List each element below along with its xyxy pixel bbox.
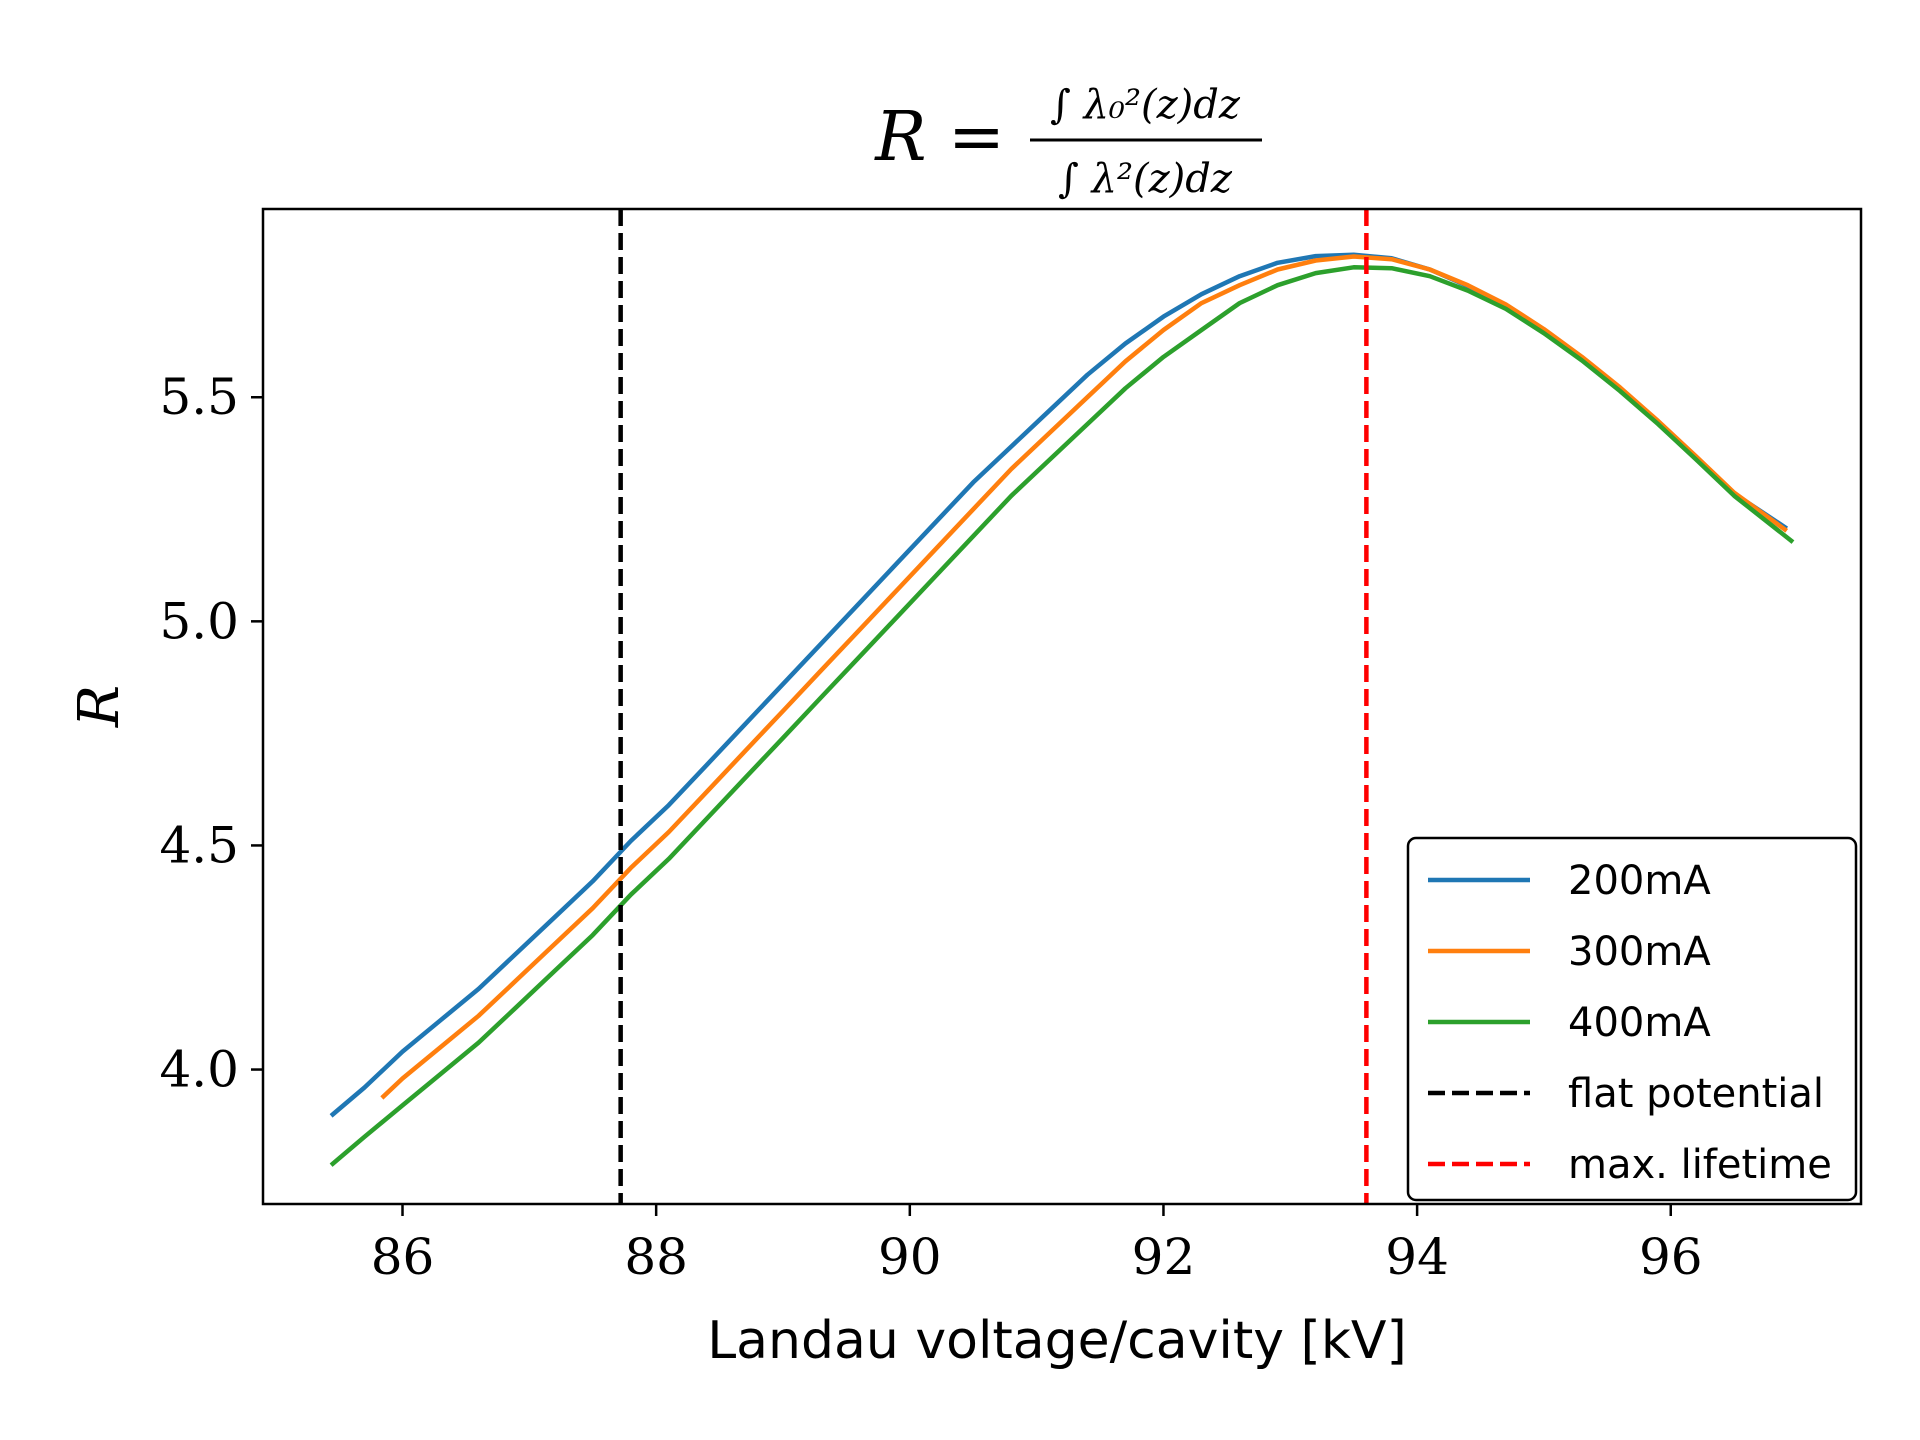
x-tick-label: 88 [624, 1228, 688, 1286]
legend-box [1406, 836, 1858, 1202]
x-tick-label: 94 [1385, 1228, 1449, 1286]
legend-label: max. lifetime [1568, 1142, 1832, 1188]
series-line-400mA [329, 265, 1795, 1167]
legend-label: 400mA [1568, 1000, 1711, 1046]
legend-label: 200mA [1568, 858, 1711, 904]
x-tick-label: 96 [1639, 1228, 1703, 1286]
legend-label: 300mA [1568, 929, 1711, 975]
x-axis-label: Landau voltage/cavity [kV] [707, 1311, 1407, 1371]
title-numerator: ∫ λ₀²(z)dz [1050, 82, 1241, 128]
title-denominator: ∫ λ²(z)dz [1058, 156, 1233, 202]
x-tick-label: 90 [878, 1228, 942, 1286]
plot-frame [261, 207, 1863, 1206]
y-tick-label: 4.0 [159, 1041, 239, 1099]
plot-lines [329, 252, 1795, 1167]
x-tick-label: 92 [1132, 1228, 1196, 1286]
chart-title: R = ∫ λ₀²(z)dz ∫ λ²(z)dz [873, 82, 1262, 202]
title-lhs: R = [873, 98, 1005, 177]
x-tick-label: 86 [371, 1228, 435, 1286]
y-tick-label: 4.5 [159, 816, 239, 874]
y-axis-label: R [67, 685, 132, 728]
y-tick-label: 5.5 [159, 368, 239, 426]
x-axis: 86 88 90 92 94 96 [371, 1204, 1703, 1286]
y-tick-label: 5.0 [159, 592, 239, 650]
series-line-300mA [380, 254, 1789, 1100]
legend-label: flat potential [1568, 1071, 1824, 1117]
y-axis: 4.0 4.5 5.0 5.5 [159, 368, 263, 1099]
legend: 200mA 300mA 400mA flat potential max. lifeti… [1406, 836, 1858, 1202]
reference-lines [618, 209, 1369, 1204]
